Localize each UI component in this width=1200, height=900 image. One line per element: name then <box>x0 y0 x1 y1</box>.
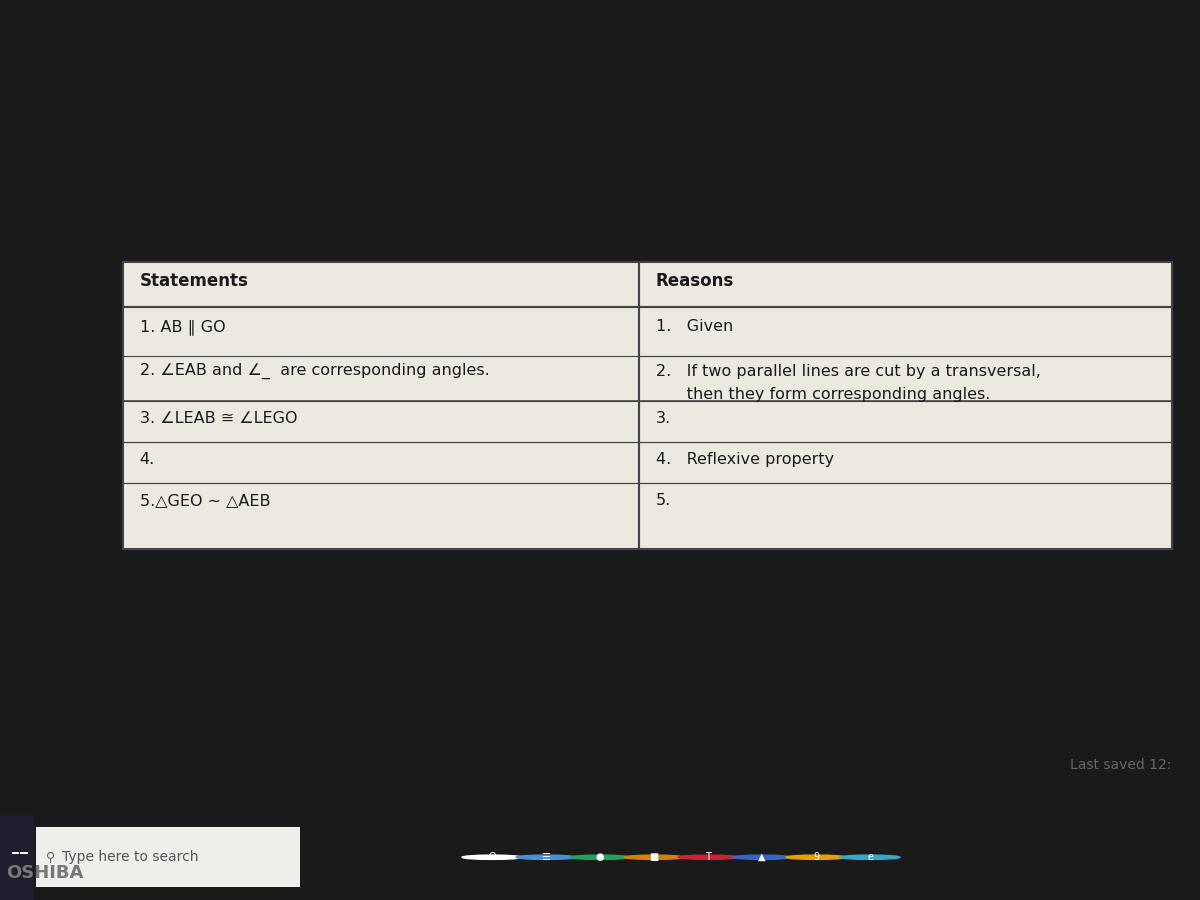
Text: What is the reason for Statement 3?: What is the reason for Statement 3? <box>145 29 462 47</box>
Text: 4.: 4. <box>139 452 155 467</box>
Text: e: e <box>866 852 874 862</box>
Circle shape <box>624 855 684 860</box>
Text: Reasons: Reasons <box>655 272 734 290</box>
Text: Type here to search: Type here to search <box>62 850 199 864</box>
Text: Complete the proof by giving the statement or reason.: Complete the proof by giving the stateme… <box>145 86 701 104</box>
Circle shape <box>732 855 792 860</box>
Text: △GEO∼△AEB: △GEO∼△AEB <box>239 201 368 220</box>
Text: T: T <box>706 852 710 862</box>
Text: O: O <box>488 852 496 862</box>
Text: 9: 9 <box>812 852 820 862</box>
Text: ⚲: ⚲ <box>46 850 55 864</box>
Text: OSHIBA: OSHIBA <box>6 864 83 882</box>
Text: 2.   If two parallel lines are cut by a transversal,: 2. If two parallel lines are cut by a tr… <box>655 364 1040 380</box>
Circle shape <box>840 855 900 860</box>
Text: 4.   Reflexive property: 4. Reflexive property <box>655 452 834 467</box>
Text: AB: AB <box>239 148 265 166</box>
Text: 3.: 3. <box>655 411 671 426</box>
Bar <box>0 814 34 900</box>
Circle shape <box>462 855 522 860</box>
Text: ☰: ☰ <box>541 852 551 862</box>
Circle shape <box>570 855 630 860</box>
FancyBboxPatch shape <box>36 827 300 887</box>
Text: Last saved 12:: Last saved 12: <box>1070 758 1171 771</box>
Text: 3. ∠LEAB ≅ ∠LEGO: 3. ∠LEAB ≅ ∠LEGO <box>139 411 298 426</box>
Text: then they form corresponding angles.: then they form corresponding angles. <box>655 387 990 402</box>
Text: GO: GO <box>308 148 338 166</box>
Bar <box>122 262 1171 549</box>
Circle shape <box>516 855 576 860</box>
Text: Prove:: Prove: <box>145 201 215 219</box>
Circle shape <box>678 855 738 860</box>
Text: 1. AB ∥ GO: 1. AB ∥ GO <box>139 320 226 335</box>
Text: Statements: Statements <box>139 272 248 290</box>
Text: A: A <box>145 609 157 627</box>
Text: If two angles are complimentary, then the two angles add up to 90 degrees.: If two angles are complimentary, then th… <box>193 605 827 623</box>
Text: 5.△GEO ∼ △AEB: 5.△GEO ∼ △AEB <box>139 493 270 508</box>
Circle shape <box>786 855 846 860</box>
Text: ∥: ∥ <box>275 148 295 166</box>
Text: 1.   Given: 1. Given <box>655 320 733 335</box>
Text: 2. ∠EAB and ∠_  are corresponding angles.: 2. ∠EAB and ∠_ are corresponding angles. <box>139 363 490 379</box>
Text: ▲: ▲ <box>758 852 766 862</box>
Text: ■: ■ <box>649 852 659 862</box>
Text: Given:: Given: <box>145 148 215 166</box>
Text: 5.: 5. <box>655 493 671 508</box>
Text: ●: ● <box>595 852 605 862</box>
Bar <box>122 262 1171 549</box>
